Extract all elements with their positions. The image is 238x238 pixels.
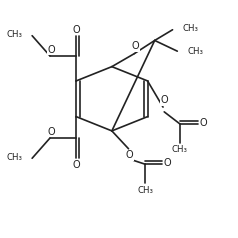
Text: O: O [200, 118, 207, 128]
Text: CH₃: CH₃ [172, 145, 188, 154]
Text: O: O [47, 127, 55, 137]
Text: CH₃: CH₃ [137, 186, 153, 195]
Text: O: O [164, 158, 172, 168]
Text: CH₃: CH₃ [183, 24, 198, 33]
Text: CH₃: CH₃ [187, 47, 203, 56]
Text: O: O [47, 45, 55, 55]
Text: CH₃: CH₃ [7, 30, 23, 39]
Text: O: O [160, 95, 168, 105]
Text: CH₃: CH₃ [7, 153, 23, 162]
Text: O: O [72, 160, 80, 170]
Text: O: O [126, 150, 134, 160]
Text: O: O [72, 25, 80, 35]
Text: O: O [132, 41, 139, 51]
